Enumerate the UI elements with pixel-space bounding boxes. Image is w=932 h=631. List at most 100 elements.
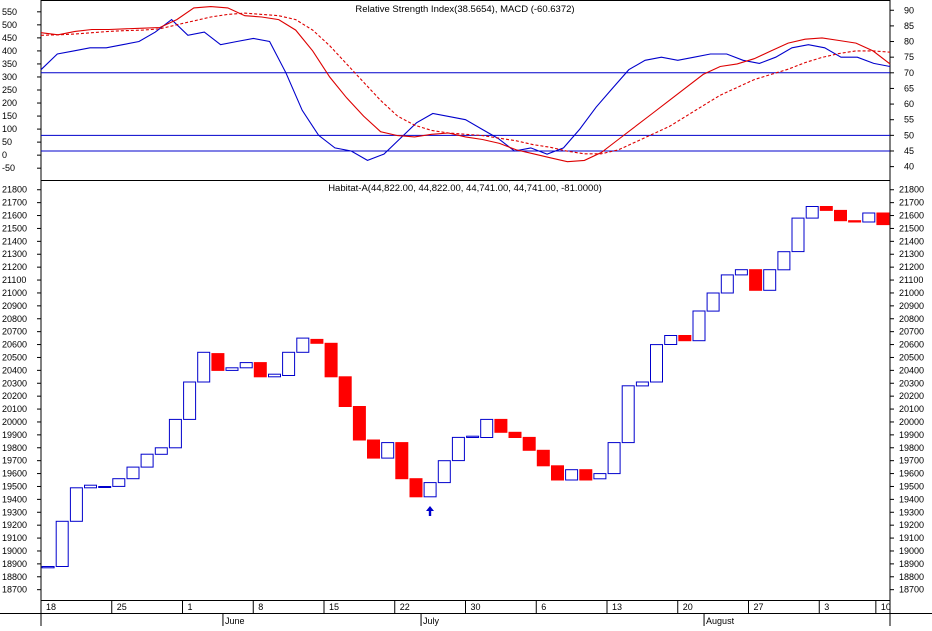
candle-up (706, 292, 720, 312)
price-tick-label-right: 19900 (899, 430, 924, 440)
candle-down (848, 220, 862, 223)
left-tick-label: 550 (2, 7, 17, 17)
date-tick-label: 6 (541, 602, 546, 612)
price-tick-label-left: 19100 (2, 533, 27, 543)
price-tick-label-left: 21400 (2, 236, 27, 246)
left-tick-label: 450 (2, 33, 17, 43)
candle-up (791, 217, 805, 253)
candle-up (282, 351, 296, 376)
indicator-series-line (40, 18, 891, 162)
price-tick-label-left: 19500 (2, 481, 27, 491)
date-tick-label: 13 (612, 602, 622, 612)
price-tick-label-right: 20900 (899, 301, 924, 311)
left-tick-label: 400 (2, 46, 17, 56)
right-tick-label: 90 (904, 5, 914, 15)
price-tick-label-right: 21300 (899, 249, 924, 259)
price-tick-label-right: 18800 (899, 572, 924, 582)
candle-down (338, 376, 352, 407)
right-tick-label: 50 (904, 130, 914, 140)
price-tick-label-right: 21100 (899, 275, 923, 285)
candle-up (98, 486, 112, 488)
price-tick-label-left: 19700 (2, 456, 27, 466)
price-tick-label-right: 20200 (899, 391, 924, 401)
right-tick-label: 80 (904, 37, 914, 47)
price-tick-label-left: 19200 (2, 520, 27, 530)
price-tick-label-left: 18700 (2, 585, 27, 595)
candle-down (579, 469, 593, 481)
date-tick-label: 3 (824, 602, 829, 612)
price-tick-label-right: 18700 (899, 585, 924, 595)
price-tick-label-right: 21700 (899, 198, 924, 208)
up-arrow-icon (426, 506, 434, 516)
price-tick-label-right: 19100 (899, 533, 924, 543)
candle-down (536, 449, 550, 467)
price-tick-label-left: 20900 (2, 301, 27, 311)
price-tick-label-right: 18900 (899, 559, 924, 569)
price-tick-label-left: 19400 (2, 494, 27, 504)
price-tick-label-left: 21200 (2, 262, 27, 272)
candle-up (621, 385, 635, 444)
candle-up (692, 310, 706, 342)
date-tick-label: 20 (683, 602, 693, 612)
left-tick-label: 250 (2, 85, 17, 95)
candle-down (551, 465, 564, 481)
right-tick-label: 65 (904, 83, 914, 93)
price-tick-label-left: 20600 (2, 340, 27, 350)
date-tick-label: 8 (258, 602, 263, 612)
price-tick-label-left: 21000 (2, 288, 27, 298)
price-tick-label-right: 20500 (899, 352, 924, 362)
plot-border (40, 0, 891, 601)
month-label: June (225, 616, 245, 626)
price-tick-label-right: 19300 (899, 507, 924, 517)
candle-down (876, 212, 890, 226)
price-tick-label-right: 20600 (899, 340, 924, 350)
candle-up (239, 362, 253, 369)
left-tick-label: 350 (2, 59, 17, 69)
candle-up (168, 418, 182, 449)
price-tick-label-left: 20200 (2, 391, 27, 401)
date-tick-label: 18 (46, 602, 56, 612)
price-tick-label-left: 20300 (2, 378, 27, 388)
indicator-lines (40, 6, 891, 163)
date-tick-label: 27 (754, 602, 764, 612)
price-tick-label-left: 21500 (2, 223, 27, 233)
price-tick-label-right: 20000 (899, 417, 924, 427)
candle-up (268, 373, 281, 378)
price-tick-label-left: 21300 (2, 249, 27, 259)
price-tick-label-left: 19300 (2, 507, 27, 517)
price-tick-label-left: 20700 (2, 327, 27, 337)
candle-up (805, 206, 819, 219)
price-tick-label-right: 20400 (899, 365, 924, 375)
price-tick-label-left: 20400 (2, 365, 27, 375)
candle-up (664, 335, 678, 345)
left-tick-label: 200 (2, 98, 17, 108)
candle-up (296, 337, 310, 353)
price-tick-label-right: 21000 (899, 288, 924, 298)
date-tick-label: 30 (471, 602, 481, 612)
candle-up (112, 478, 126, 487)
candle-up (69, 487, 83, 522)
price-tick-label-right: 19000 (899, 546, 924, 556)
right-tick-label: 75 (904, 52, 914, 62)
right-tick-label: 60 (904, 99, 914, 109)
price-axes: 18700 18700 18800 18800 18900 18900 19000 19000… (2, 185, 924, 595)
price-tick-label-left: 21600 (2, 211, 27, 221)
price-tick-label-right: 20700 (899, 327, 924, 337)
price-tick-label-left: 19000 (2, 546, 27, 556)
candle-up (593, 473, 607, 480)
price-tick-label-right: 21500 (899, 223, 924, 233)
price-tick-label-left: 18900 (2, 559, 27, 569)
candle-up (635, 381, 649, 387)
candlestick-series (41, 206, 890, 569)
price-tick-label-right: 19800 (899, 443, 924, 453)
price-tick-label-left: 20100 (2, 404, 27, 414)
candle-down (395, 442, 409, 480)
price-tick-label-left: 20500 (2, 352, 27, 362)
candle-up (650, 344, 663, 383)
right-tick-label: 40 (904, 162, 914, 172)
candle-down (678, 335, 692, 342)
left-tick-label: -50 (2, 163, 15, 173)
candle-down (367, 439, 380, 459)
candle-up (197, 351, 211, 383)
price-tick-label-right: 19500 (899, 481, 924, 491)
